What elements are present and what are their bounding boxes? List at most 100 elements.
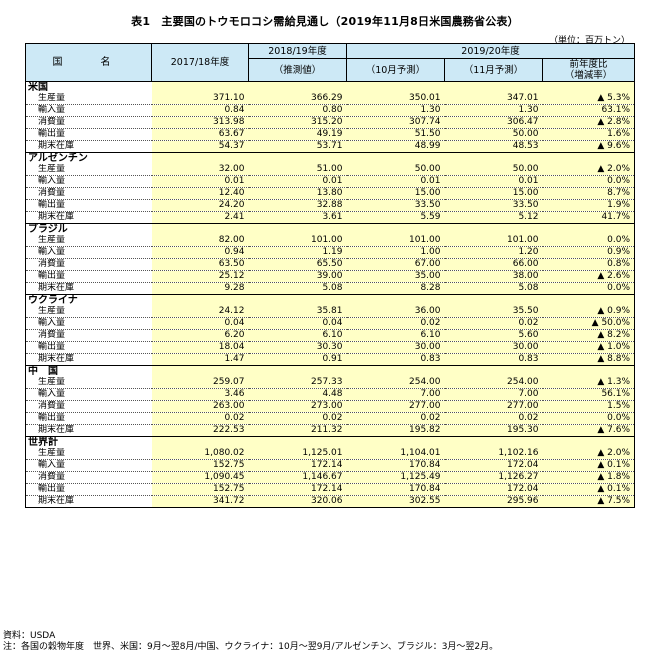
value-cell: 172.04 xyxy=(444,483,543,496)
yoy-cell: 41.7% xyxy=(542,211,636,224)
yoy-cell: 1.5% xyxy=(542,400,636,413)
table-row: 輸出量 0.02 0.02 0.02 0.02 0.0% xyxy=(25,412,636,425)
value-cell: 350.01 xyxy=(346,93,445,105)
value-cell: 15.00 xyxy=(346,187,445,200)
header-yoy-line2: （増減率） xyxy=(564,70,613,81)
country-spacer-cell xyxy=(542,223,636,235)
value-cell: 1,125.01 xyxy=(248,448,347,460)
value-cell: 277.00 xyxy=(444,400,543,413)
value-cell: 6.10 xyxy=(346,329,445,342)
value-cell: 63.50 xyxy=(151,258,249,271)
value-cell: 5.60 xyxy=(444,329,543,342)
yoy-cell: ▲ 0.1% xyxy=(542,459,636,472)
header-2018-group: 2018/19年度 xyxy=(248,43,347,59)
value-cell: 5.08 xyxy=(444,282,543,295)
value-cell: 50.00 xyxy=(346,164,445,176)
value-cell: 38.00 xyxy=(444,270,543,283)
country-spacer-cell xyxy=(542,152,636,164)
value-cell: 3.61 xyxy=(248,211,347,224)
country-row: 米国 xyxy=(25,81,636,93)
item-label: 輸出量 xyxy=(25,199,152,212)
yoy-cell: ▲ 2.0% xyxy=(542,448,636,460)
value-cell: 101.00 xyxy=(444,235,543,247)
table-row: 生産量 32.00 51.00 50.00 50.00 ▲ 2.0% xyxy=(25,164,636,176)
table-row: 消費量 12.40 13.80 15.00 15.00 8.7% xyxy=(25,187,636,200)
value-cell: 263.00 xyxy=(151,400,249,413)
value-cell: 32.00 xyxy=(151,164,249,176)
yoy-cell: ▲ 2.0% xyxy=(542,164,636,176)
value-cell: 1,104.01 xyxy=(346,448,445,460)
value-cell: 30.30 xyxy=(248,341,347,354)
header-2017: 2017/18年度 xyxy=(151,43,249,82)
item-label: 消費量 xyxy=(25,116,152,129)
value-cell: 172.14 xyxy=(248,483,347,496)
item-label: 消費量 xyxy=(25,400,152,413)
yoy-cell: ▲ 5.3% xyxy=(542,93,636,105)
value-cell: 35.81 xyxy=(248,306,347,318)
value-cell: 13.80 xyxy=(248,187,347,200)
value-cell: 1,146.67 xyxy=(248,471,347,484)
yoy-cell: ▲ 0.9% xyxy=(542,306,636,318)
value-cell: 222.53 xyxy=(151,424,249,437)
country-spacer-cell xyxy=(542,365,636,377)
value-cell: 82.00 xyxy=(151,235,249,247)
value-cell: 51.50 xyxy=(346,128,445,141)
value-cell: 54.37 xyxy=(151,140,249,153)
value-cell: 1.19 xyxy=(248,246,347,259)
country-spacer-cell xyxy=(542,81,636,93)
yoy-cell: 8.7% xyxy=(542,187,636,200)
table-row: 消費量 1,090.45 1,146.67 1,125.49 1,126.27 ▲ 1.8… xyxy=(25,471,636,484)
yoy-cell: 0.0% xyxy=(542,175,636,188)
item-label: 消費量 xyxy=(25,471,152,484)
yoy-cell: 0.0% xyxy=(542,235,636,247)
value-cell: 0.83 xyxy=(444,353,543,366)
item-label: 生産量 xyxy=(25,164,152,176)
country-row: ウクライナ xyxy=(25,294,636,306)
yoy-cell: 1.9% xyxy=(542,199,636,212)
country-name: 中 国 xyxy=(25,365,152,377)
value-cell: 7.00 xyxy=(444,388,543,401)
item-label: 生産量 xyxy=(25,448,152,460)
value-cell: 35.00 xyxy=(346,270,445,283)
value-cell: 48.99 xyxy=(346,140,445,153)
value-cell: 50.00 xyxy=(444,128,543,141)
item-label: 輸入量 xyxy=(25,388,152,401)
value-cell: 170.84 xyxy=(346,459,445,472)
value-cell: 50.00 xyxy=(444,164,543,176)
country-spacer-cell xyxy=(248,365,347,377)
country-name: ウクライナ xyxy=(25,294,152,306)
country-spacer-cell xyxy=(151,223,249,235)
value-cell: 1,125.49 xyxy=(346,471,445,484)
item-label: 消費量 xyxy=(25,258,152,271)
item-label: 輸入量 xyxy=(25,317,152,330)
value-cell: 101.00 xyxy=(346,235,445,247)
value-cell: 0.02 xyxy=(444,317,543,330)
table-row: 輸入量 3.46 4.48 7.00 7.00 56.1% xyxy=(25,388,636,401)
item-label: 期末在庫 xyxy=(25,211,152,224)
country-spacer-cell xyxy=(248,294,347,306)
item-label: 輸出量 xyxy=(25,128,152,141)
value-cell: 170.84 xyxy=(346,483,445,496)
value-cell: 4.48 xyxy=(248,388,347,401)
yoy-cell: ▲ 2.6% xyxy=(542,270,636,283)
value-cell: 1,080.02 xyxy=(151,448,249,460)
value-cell: 24.12 xyxy=(151,306,249,318)
value-cell: 3.46 xyxy=(151,388,249,401)
country-spacer-cell xyxy=(248,152,347,164)
table-row: 期末在庫 222.53 211.32 195.82 195.30 ▲ 7.6% xyxy=(25,424,636,437)
header-nov-forecast: （11月予測） xyxy=(444,58,543,82)
country-spacer-cell xyxy=(542,436,636,448)
value-cell: 15.00 xyxy=(444,187,543,200)
table-row: 期末在庫 1.47 0.91 0.83 0.83 ▲ 8.8% xyxy=(25,353,636,366)
value-cell: 2.41 xyxy=(151,211,249,224)
value-cell: 366.29 xyxy=(248,93,347,105)
value-cell: 1.30 xyxy=(444,104,543,117)
header-yoy-line1: 前年度比 xyxy=(569,59,608,71)
yoy-cell: ▲ 2.8% xyxy=(542,116,636,129)
value-cell: 32.88 xyxy=(248,199,347,212)
table-row: 輸入量 152.75 172.14 170.84 172.04 ▲ 0.1% xyxy=(25,459,636,472)
value-cell: 1.00 xyxy=(346,246,445,259)
value-cell: 39.00 xyxy=(248,270,347,283)
header-estimate: （推測値） xyxy=(248,58,347,82)
yoy-cell: ▲ 8.8% xyxy=(542,353,636,366)
